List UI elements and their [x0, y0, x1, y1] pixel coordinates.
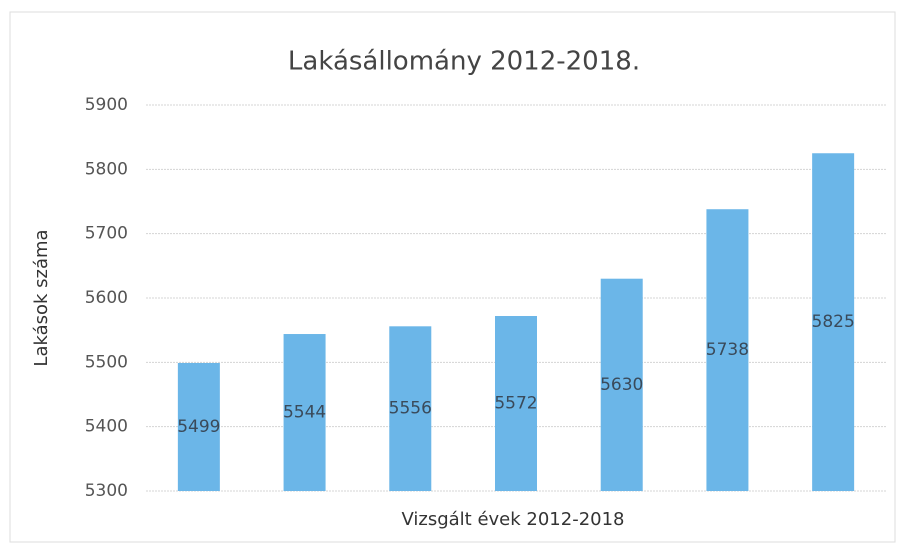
y-tick-label: 5600	[85, 288, 128, 308]
y-axis-label: Lakások száma	[31, 229, 52, 366]
value-label: 5630	[600, 375, 643, 395]
bar	[600, 278, 643, 491]
value-label: 5544	[283, 403, 326, 423]
y-tick-label: 5900	[85, 95, 128, 115]
chart-frame	[9, 11, 896, 543]
y-tick-label: 5700	[85, 224, 128, 244]
y-tick-label: 5800	[85, 159, 128, 179]
bar	[812, 153, 855, 491]
chart-title: Lakásállomány 2012-2018.	[288, 47, 640, 77]
bar	[495, 316, 537, 491]
y-tick-label: 5400	[85, 417, 128, 437]
value-label: 5738	[706, 340, 749, 360]
bar	[389, 326, 432, 491]
x-axis-label: Vizsgált évek 2012-2018	[401, 509, 624, 530]
y-tick-label: 5500	[85, 352, 128, 372]
value-label: 5825	[812, 312, 855, 332]
value-label: 5499	[177, 417, 220, 437]
bar	[706, 209, 749, 491]
value-label: 5572	[494, 394, 537, 414]
value-label: 5556	[389, 399, 432, 419]
bar	[283, 334, 326, 491]
bar	[177, 362, 220, 491]
y-tick-label: 5300	[85, 481, 128, 501]
